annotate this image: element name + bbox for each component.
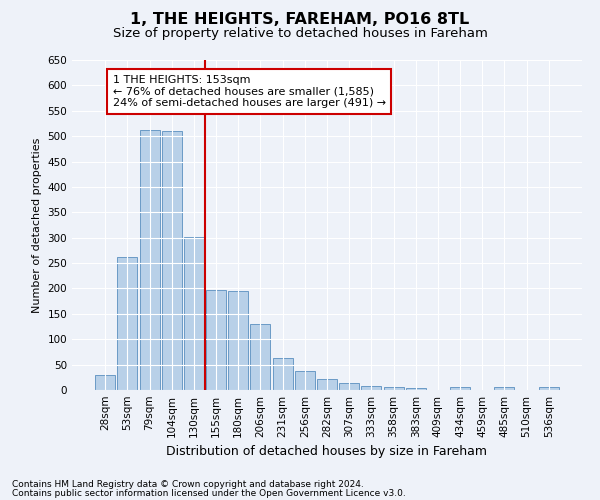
Text: Size of property relative to detached houses in Fareham: Size of property relative to detached ho… (113, 28, 487, 40)
Text: Contains public sector information licensed under the Open Government Licence v3: Contains public sector information licen… (12, 490, 406, 498)
Bar (272, 358, 293, 390)
X-axis label: Distribution of detached houses by size in Fareham: Distribution of detached houses by size … (167, 446, 487, 458)
Bar (95, 375, 115, 390)
Bar (450, 388, 470, 390)
Bar (361, 386, 382, 390)
Y-axis label: Number of detached properties: Number of detached properties (32, 138, 42, 312)
Bar (206, 290, 226, 390)
Bar (140, 130, 160, 390)
Bar (317, 379, 337, 390)
Bar (228, 291, 248, 390)
Bar (118, 257, 137, 390)
Text: 1 THE HEIGHTS: 153sqm
← 76% of detached houses are smaller (1,585)
24% of semi-d: 1 THE HEIGHTS: 153sqm ← 76% of detached … (113, 75, 386, 108)
Bar (383, 388, 404, 390)
Bar (295, 370, 315, 390)
Text: Contains HM Land Registry data © Crown copyright and database right 2024.: Contains HM Land Registry data © Crown c… (12, 480, 364, 489)
Bar (494, 388, 514, 390)
Bar (339, 383, 359, 390)
Bar (162, 131, 182, 390)
Bar (184, 236, 204, 390)
Bar (539, 388, 559, 390)
Text: 1, THE HEIGHTS, FAREHAM, PO16 8TL: 1, THE HEIGHTS, FAREHAM, PO16 8TL (130, 12, 470, 28)
Bar (406, 388, 426, 390)
Bar (250, 324, 271, 390)
